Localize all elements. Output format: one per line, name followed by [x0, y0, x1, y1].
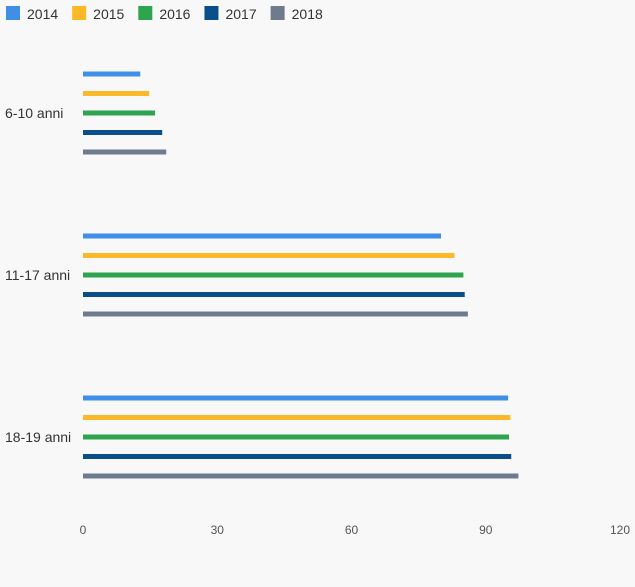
bar-2018-2[interactable] [83, 473, 519, 479]
bar-2017-0[interactable] [83, 130, 163, 135]
bar-2018-1[interactable] [83, 311, 468, 317]
bar-2016-1[interactable] [83, 272, 464, 278]
category-label: 11-17 anni [5, 267, 70, 283]
bar-2015-1[interactable] [83, 253, 455, 258]
bar-2014-0[interactable] [83, 71, 141, 77]
bar-2018-0[interactable] [83, 149, 167, 155]
legend-label-2017[interactable]: 2017 [225, 6, 256, 22]
bar-2016-0[interactable] [83, 110, 156, 116]
legend-label-2016[interactable]: 2016 [159, 6, 190, 22]
legend-swatch-2014[interactable] [6, 6, 20, 20]
x-tick-label: 90 [479, 523, 493, 537]
bar-2014-2[interactable] [83, 395, 509, 401]
bar-2017-1[interactable] [83, 292, 465, 297]
x-tick-label: 120 [610, 523, 630, 537]
x-tick-label: 30 [211, 523, 225, 537]
category-label: 6-10 anni [5, 105, 63, 121]
bar-2014-1[interactable] [83, 233, 441, 239]
bar-2017-2[interactable] [83, 454, 512, 459]
legend-swatch-2017[interactable] [204, 6, 219, 20]
bar-2015-2[interactable] [83, 415, 511, 420]
category-label: 18-19 anni [5, 429, 71, 445]
bar-2016-2[interactable] [83, 434, 510, 440]
legend-label-2014[interactable]: 2014 [27, 6, 58, 22]
legend-swatch-2015[interactable] [72, 6, 87, 20]
legend-swatch-2018[interactable] [270, 6, 285, 20]
bar-2015-0[interactable] [83, 91, 150, 96]
x-tick-label: 0 [80, 523, 87, 537]
legend-swatch-2016[interactable] [138, 6, 153, 20]
x-tick-label: 60 [345, 523, 359, 537]
legend-label-2015[interactable]: 2015 [93, 6, 124, 22]
legend-label-2018[interactable]: 2018 [292, 6, 323, 22]
